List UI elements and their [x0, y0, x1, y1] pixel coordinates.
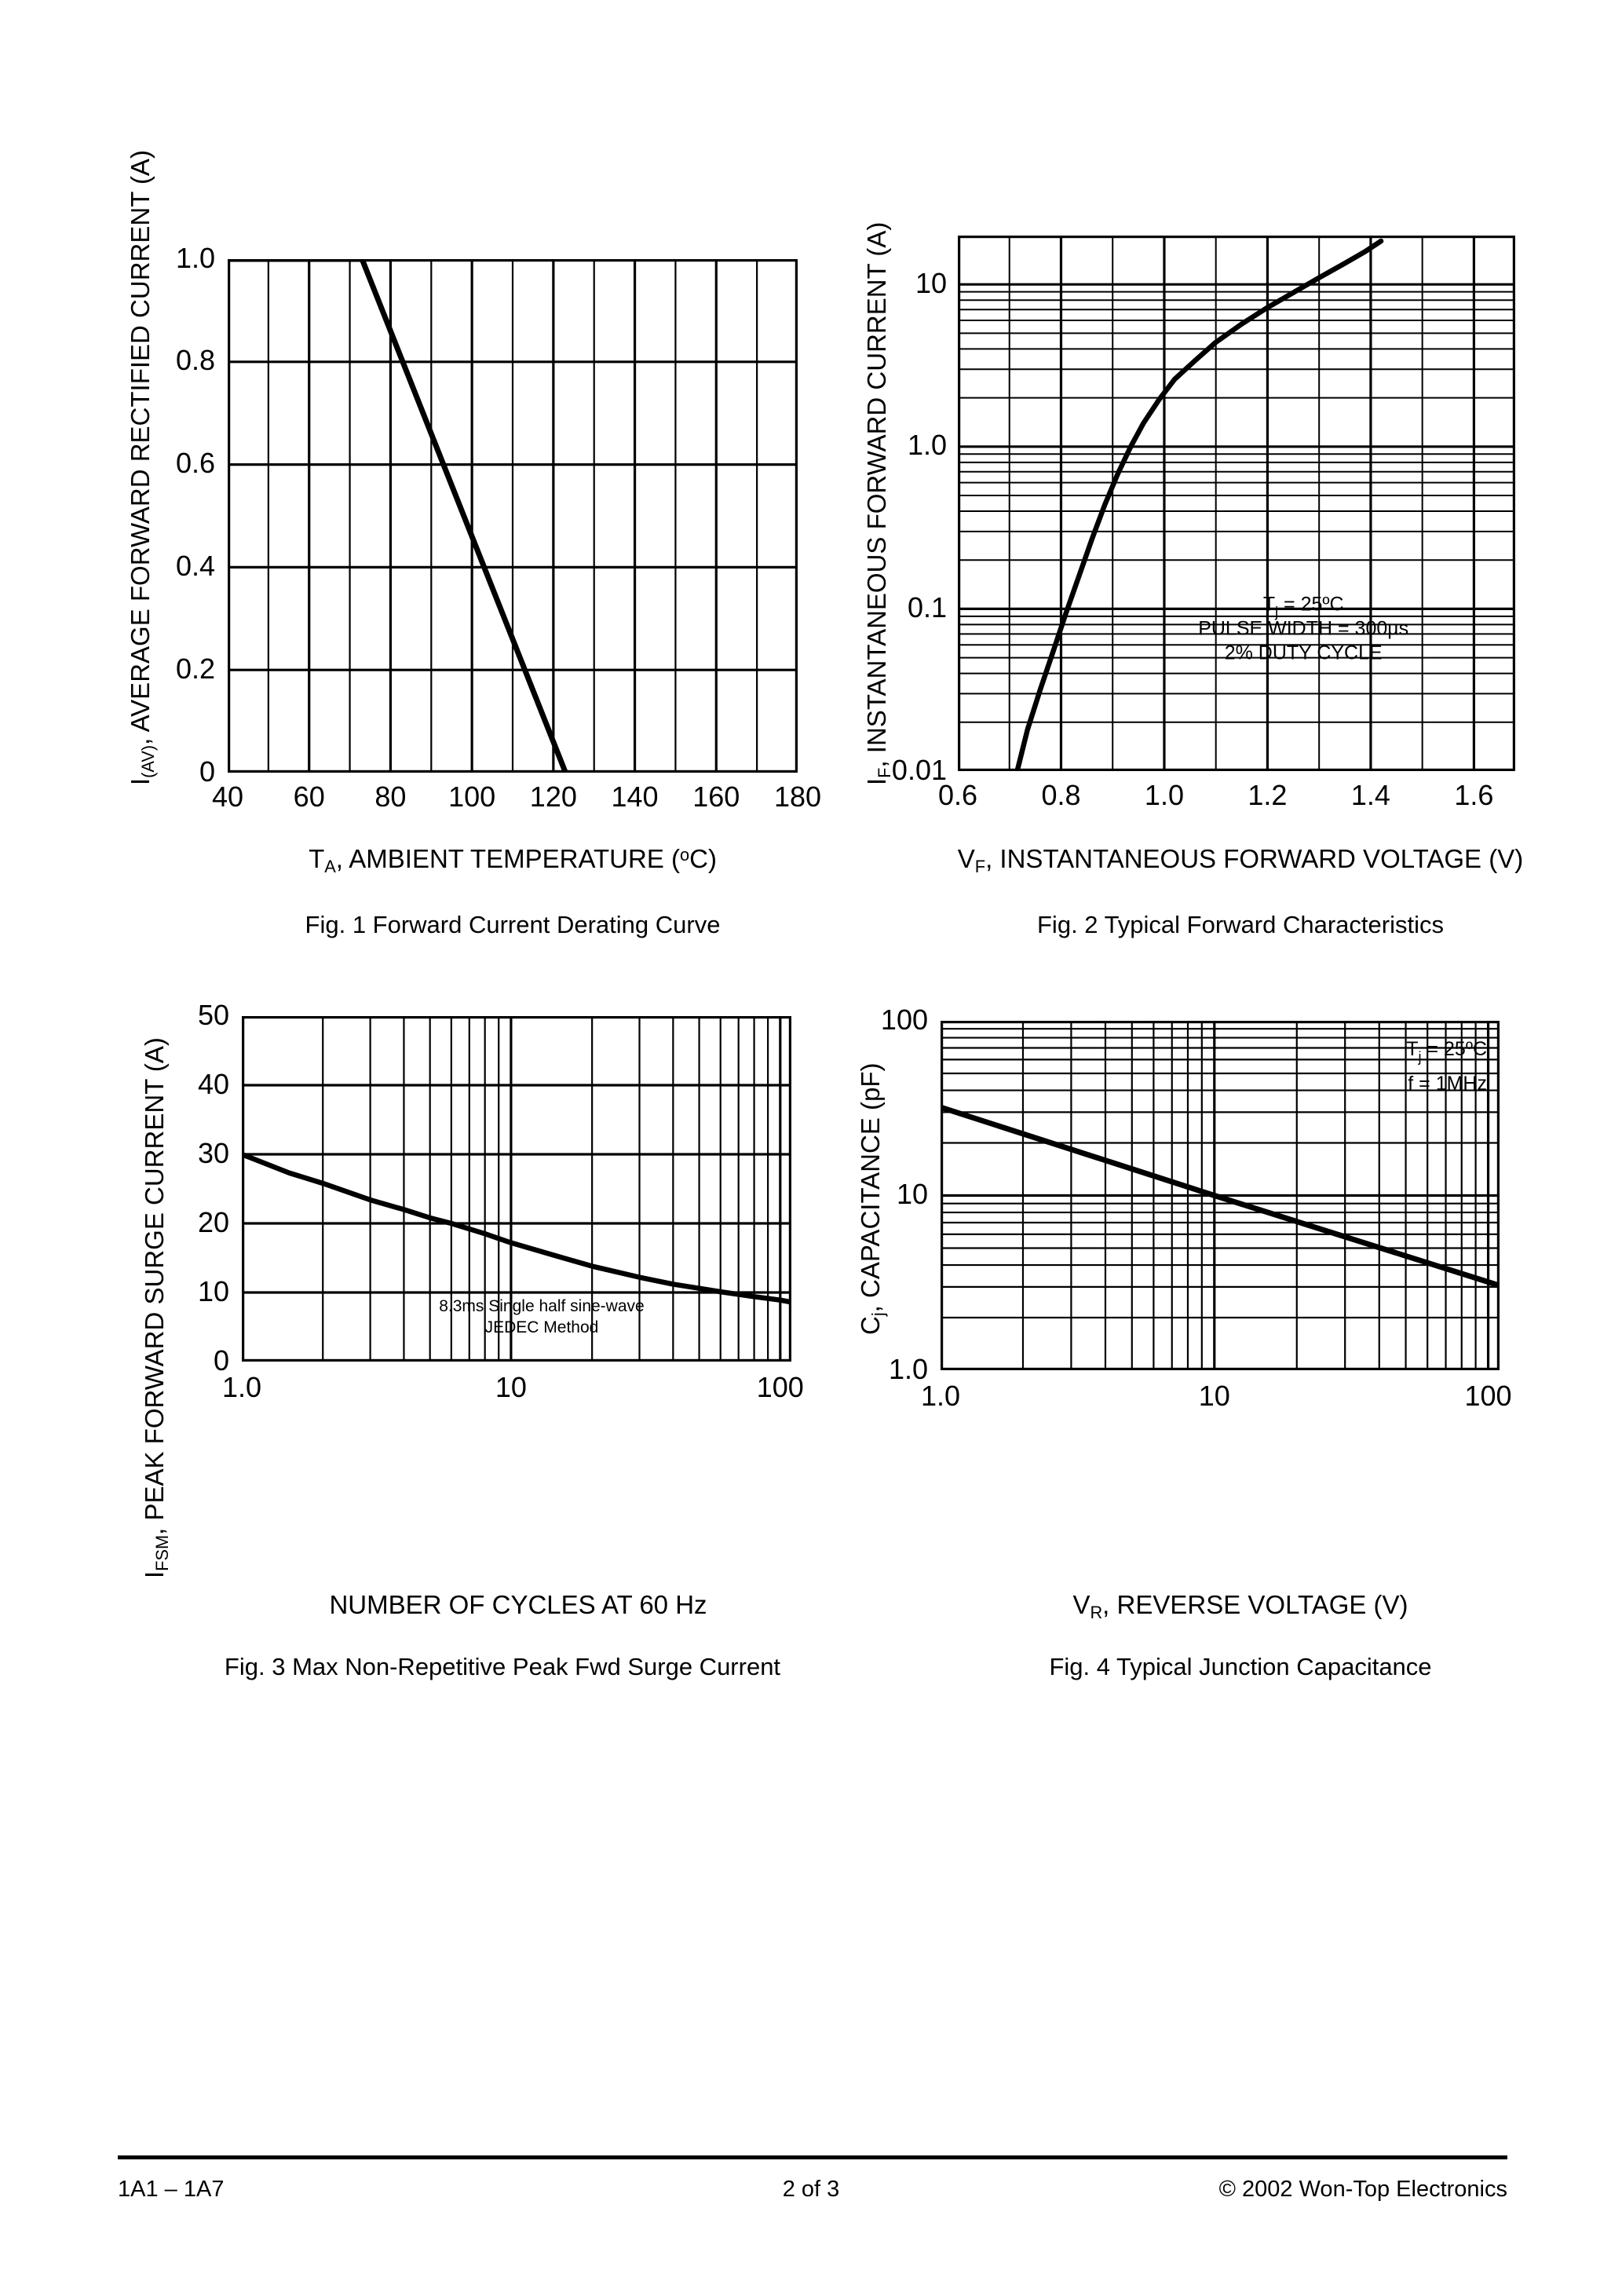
- fig1-y-tick-label: 0.6: [175, 447, 215, 480]
- footer-divider: [118, 2155, 1507, 2159]
- fig3-plot: 8.3ms Single half sine-wave JEDEC Method: [242, 1016, 791, 1362]
- fig4-y-tick-label: 10: [896, 1178, 928, 1211]
- fig4-x-title-sub: R: [1090, 1603, 1103, 1623]
- fig4-x-tick-label: 1.0: [920, 1380, 961, 1412]
- fig3-caption: Fig. 3 Max Non-Repetitive Peak Fwd Surge…: [224, 1653, 781, 1680]
- fig2-x-axis-title: VF, INSTANTANEOUS FORWARD VOLTAGE (V): [934, 844, 1547, 877]
- fig4-x-tick-label: 100: [1464, 1380, 1512, 1412]
- fig3-y-title-sub: FSM: [152, 1534, 173, 1571]
- fig2-x-tick-label: 0.8: [1041, 779, 1081, 811]
- fig1-x-title-main: , AMBIENT TEMPERATURE (: [335, 844, 680, 873]
- fig4-y-tick-label: 100: [880, 1003, 928, 1036]
- fig1-x-title-pre: T: [309, 844, 325, 873]
- fig1-x-tick-label: 140: [611, 781, 659, 813]
- fig3-y-tick-label: 10: [197, 1274, 229, 1307]
- fig1-x-tick-label: 120: [529, 781, 577, 813]
- fig2-x-title-main: , INSTANTANEOUS FORWARD VOLTAGE (V): [985, 844, 1524, 873]
- fig3-annotation-sine-wave: 8.3ms Single half sine-wave: [439, 1297, 644, 1315]
- fig1-y-tick-label: 0.2: [175, 652, 215, 685]
- fig1-x-tick-label: 100: [448, 781, 496, 813]
- fig2-y-tick-label: 10: [915, 266, 947, 299]
- fig3-x-axis-title: NUMBER OF CYCLES AT 60 Hz: [329, 1590, 707, 1619]
- fig2-x-title-pre: V: [957, 844, 975, 873]
- footer-page-number: 2 of 3: [782, 2177, 840, 2202]
- fig1-x-tick-label: 180: [773, 781, 822, 813]
- fig2-x-tick-label: 1.0: [1144, 779, 1184, 811]
- figure-3-max-non-repetitive-peak-fwd-surge-current: 8.3ms Single half sine-wave JEDEC Method: [242, 1016, 791, 1362]
- fig4-x-title-main: , REVERSE VOLTAGE (V): [1102, 1590, 1408, 1619]
- fig1-x-tick-label: 160: [692, 781, 740, 813]
- fig1-x-title-sub: A: [324, 857, 336, 877]
- fig3-annotation-jedec-method: JEDEC Method: [485, 1318, 599, 1336]
- figure-1-forward-current-derating-curve: [228, 259, 798, 773]
- footer-copyright: © 2002 Won-Top Electronics: [1218, 2177, 1507, 2202]
- fig1-x-tick-label: 60: [293, 781, 325, 813]
- fig2-annotation-duty-cycle: 2% DUTY CYCLE: [1225, 642, 1383, 664]
- fig3-x-tick-label: 100: [756, 1371, 804, 1403]
- fig2-annotation-pulse-width: PULSE WIDTH = 300µs: [1198, 617, 1408, 639]
- fig1-y-tick-label: 0: [199, 755, 215, 788]
- fig2-y-title-main: , INSTANTANEOUS FORWARD CURRENT (A): [862, 221, 891, 768]
- fig4-annotation-junction-temp: Tj = 25ºC: [1406, 1038, 1487, 1065]
- fig2-y-tick-label: 0.1: [907, 591, 947, 624]
- fig2-x-tick-label: 0.6: [937, 779, 978, 811]
- fig4-annotation-frequency: f = 1MHz: [1408, 1073, 1487, 1095]
- fig3-x-tick-label: 10: [495, 1371, 527, 1403]
- footer-part-number: 1A1 – 1A7: [118, 2177, 225, 2202]
- fig3-y-tick-label: 20: [197, 1205, 229, 1238]
- fig4-plot: Tj = 25ºC f = 1MHz: [941, 1021, 1500, 1370]
- fig1-degree-symbol: o: [680, 844, 690, 865]
- fig2-x-tick-label: 1.2: [1248, 779, 1288, 811]
- fig1-x-title-post: C): [689, 844, 717, 873]
- fig3-x-tick-label: 1.0: [221, 1371, 262, 1403]
- fig1-x-tick-label: 40: [211, 781, 244, 813]
- fig4-x-title-pre: V: [1072, 1590, 1090, 1619]
- fig4-y-title-pre: C: [856, 1316, 885, 1335]
- fig3-y-title-pre: I: [140, 1570, 169, 1578]
- fig2-x-tick-label: 1.4: [1350, 779, 1390, 811]
- fig1-y-tick-label: 0.8: [175, 344, 215, 377]
- fig1-x-tick-label: 80: [374, 781, 407, 813]
- fig3-y-tick-label: 30: [197, 1136, 229, 1169]
- fig1-x-axis-title: TA, AMBIENT TEMPERATURE (oC): [228, 844, 798, 877]
- fig3-y-tick-label: 40: [197, 1067, 229, 1100]
- fig1-y-tick-label: 1.0: [175, 241, 215, 274]
- fig3-y-tick-label: 50: [197, 998, 229, 1031]
- fig4-x-tick-label: 10: [1198, 1380, 1230, 1412]
- fig4-x-axis-title: VR, REVERSE VOLTAGE (V): [934, 1590, 1547, 1623]
- fig2-x-tick-label: 1.6: [1454, 779, 1494, 811]
- fig2-annotation-junction-temp: Tj = 25ºC: [1263, 593, 1344, 620]
- fig2-y-axis-title: IF, INSTANTANEOUS FORWARD CURRENT (A): [862, 222, 895, 785]
- figure-4-typical-junction-capacitance: Tj = 25ºC f = 1MHz: [941, 1021, 1500, 1370]
- fig4-y-title-sub: j: [868, 1312, 889, 1317]
- fig4-caption: Fig. 4 Typical Junction Capacitance: [1049, 1653, 1432, 1680]
- fig2-x-title-sub: F: [974, 857, 986, 877]
- fig3-y-tick-label: 0: [213, 1344, 229, 1377]
- fig2-y-tick-label: 1.0: [907, 429, 947, 462]
- figure-2-typical-forward-characteristics: Tj = 25ºC PULSE WIDTH = 300µs 2% DUTY CYCL…: [958, 236, 1515, 771]
- fig1-caption: Fig. 1 Forward Current Derating Curve: [305, 911, 721, 938]
- fig2-caption: Fig. 2 Typical Forward Characteristics: [1037, 911, 1444, 938]
- fig1-plot: [228, 259, 798, 773]
- fig4-y-tick-label: 1.0: [888, 1352, 928, 1385]
- fig2-y-tick-label: 0.01: [891, 753, 947, 786]
- fig1-y-tick-label: 0.4: [175, 550, 215, 583]
